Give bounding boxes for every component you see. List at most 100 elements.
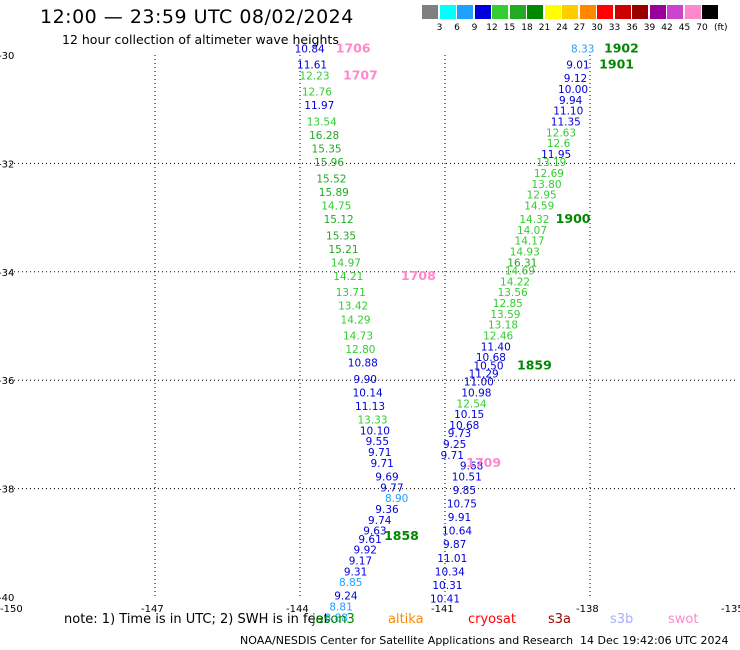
wave-height-value: 15.35 [312, 144, 342, 156]
lon-tick-label: -138 [576, 604, 599, 615]
wave-height-value: 15.12 [324, 214, 354, 226]
wave-height-value: 12.6 [547, 138, 571, 150]
wave-height-value: 13.59 [490, 309, 520, 321]
pass-time-label: 1859 [517, 357, 552, 372]
wave-height-value: 13.71 [336, 287, 366, 299]
axis-labels: -150 -147 -144 -141 -138 -135 -30 -32 -34 -36 -38 -… [0, 51, 740, 615]
wave-height-value: 14.75 [321, 200, 351, 212]
footer-timestamp: 14 Dec 19:42:06 UTC 2024 [580, 634, 729, 647]
legend-swatch [509, 5, 526, 19]
wave-height-value: 8.90 [385, 493, 408, 505]
wave-height-value: 13.33 [357, 415, 387, 427]
legend-swatch [614, 5, 631, 19]
legend-unit-label: (ft) [714, 23, 728, 33]
wave-height-value: 14.93 [510, 247, 540, 259]
wave-height-value: 11.13 [355, 401, 385, 413]
wave-height-value: 12.54 [457, 398, 487, 410]
wave-height-value: 13.42 [338, 301, 368, 313]
legend-label: 12 [486, 23, 498, 33]
pass-time-label: 1706 [336, 40, 371, 55]
wave-height-value: 11.00 [464, 377, 494, 389]
wave-height-value: 8.33 [571, 43, 594, 55]
wave-height-value: 10.50 [473, 360, 503, 372]
legend-swatch [649, 5, 666, 19]
wave-height-value: 14.21 [333, 271, 363, 283]
legend-swatch [457, 5, 473, 19]
wave-height-value: 10.31 [432, 580, 462, 592]
lon-tick-label: -141 [431, 604, 454, 615]
satellite-jason3: jason3 [312, 612, 355, 627]
wave-height-value: 14.32 [519, 214, 549, 226]
lon-tick-label: -147 [141, 604, 164, 615]
lat-tick-label: -34 [0, 268, 14, 279]
wave-height-value: 8.81 [329, 602, 352, 614]
legend-label: 15 [503, 23, 516, 33]
wave-height-value: 9.73 [448, 428, 471, 440]
wave-height-value: 14.73 [343, 331, 373, 343]
wave-height-value: 11.40 [481, 341, 511, 353]
legend-swatch [702, 5, 718, 19]
wave-height-value: 9.36 [375, 504, 399, 516]
legend-label: 6 [454, 23, 460, 33]
wave-height-value: 9.77 [380, 482, 403, 494]
legend-swatch [562, 5, 578, 19]
legend-label: 30 [591, 23, 603, 33]
legend-swatch [492, 5, 508, 19]
wave-height-value: 15.35 [326, 230, 356, 242]
wave-height-value: 8.88 [325, 612, 348, 624]
lat-tick-label: -32 [0, 159, 14, 170]
legend-swatch [527, 5, 543, 19]
wave-height-value: 13.54 [307, 116, 337, 128]
wave-height-value: 11.97 [304, 100, 334, 112]
pass-time-label: 1900 [556, 211, 591, 226]
satellite-altika: altika [388, 612, 424, 627]
wave-height-value: 11.61 [297, 60, 327, 72]
lat-tick-label: -38 [0, 485, 14, 496]
legend-swatch [474, 5, 491, 19]
legend-swatch [667, 5, 683, 19]
wave-height-value: 14.22 [500, 276, 530, 288]
pass-time-label: 1901 [599, 57, 634, 72]
wave-height-value: 10.75 [447, 499, 477, 511]
legend-swatch [632, 5, 648, 19]
wave-height-value: 10.15 [454, 409, 484, 421]
wave-height-value: 9.69 [375, 471, 398, 483]
pass-time-labels: 1706 1707 1708 1709 1902 1901 1900 1859 1858 [336, 40, 639, 543]
wave-height-value: 9.91 [448, 512, 471, 524]
wave-height-value: 12.76 [302, 87, 332, 99]
legend-label: 9 [471, 23, 478, 33]
legend-swatch [597, 5, 613, 19]
wave-height-value: 10.64 [442, 526, 472, 538]
wave-height-value: 14.07 [517, 225, 547, 237]
note-text: note: 1) Time is in UTC; 2) SWH is in fe… [64, 612, 329, 627]
legend-label: 33 [608, 23, 621, 33]
pass-time-label: 1902 [604, 40, 639, 55]
wave-height-value: 13.18 [488, 320, 518, 332]
pass-time-label: 1709 [466, 455, 501, 470]
wave-height-value: 12.63 [546, 127, 576, 139]
wave-height-value: 9.63 [363, 526, 386, 538]
legend-label: 70 [696, 23, 708, 33]
wave-height-value: 11.35 [551, 116, 581, 128]
legend-swatch [422, 5, 438, 19]
wave-height-value: 15.89 [319, 187, 349, 199]
wave-height-value: 11.10 [553, 106, 583, 118]
wave-height-value: 14.97 [331, 257, 361, 269]
page-subtitle: 12 hour collection of altimeter wave hei… [62, 32, 339, 47]
satellite-cryosat: cryosat [468, 612, 516, 627]
map-grid [10, 55, 735, 597]
lon-tick-label: -150 [0, 604, 23, 615]
wave-height-value: 10.88 [348, 358, 378, 370]
wave-height-value: 9.71 [368, 447, 391, 459]
legend-label: 42 [661, 23, 673, 33]
wave-height-value: 9.94 [559, 95, 583, 107]
wave-height-value: 12.85 [493, 298, 523, 310]
page-title: 12:00 — 23:59 UTC 08/02/2024 [40, 6, 354, 28]
wave-height-value: 9.92 [354, 545, 377, 557]
wave-height-value: 11.01 [437, 553, 467, 565]
satellite-s3a: s3a [548, 612, 572, 627]
wave-height-value: 9.68 [460, 461, 483, 473]
wave-height-value: 15.21 [328, 244, 358, 256]
